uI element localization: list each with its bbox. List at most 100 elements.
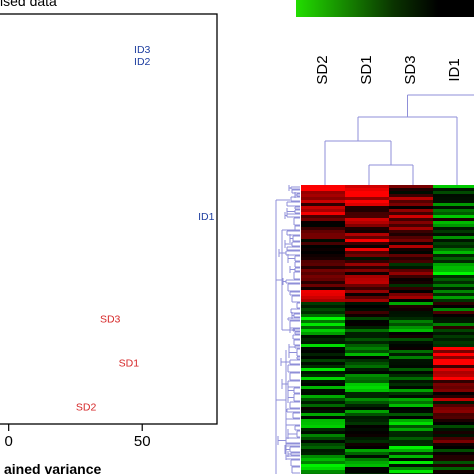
heatmap-cell bbox=[433, 236, 474, 239]
heatmap-column-label: ID1 bbox=[446, 58, 463, 81]
heatmap-column-label: SD3 bbox=[402, 55, 419, 84]
heatmap-cell bbox=[345, 461, 389, 464]
heatmap-cell bbox=[345, 410, 389, 413]
heatmap-cell bbox=[389, 233, 433, 236]
heatmap-cell bbox=[433, 344, 474, 347]
heatmap-cell bbox=[345, 200, 389, 203]
heatmap-cell bbox=[345, 380, 389, 383]
heatmap-cell bbox=[389, 350, 433, 353]
heatmap-cell bbox=[345, 209, 389, 212]
heatmap-cell bbox=[345, 458, 389, 461]
heatmap-cell bbox=[345, 302, 389, 305]
heatmap-cell bbox=[433, 218, 474, 221]
heatmap-cell bbox=[389, 194, 433, 197]
heatmap-cell bbox=[345, 230, 389, 233]
heatmap-cell bbox=[301, 197, 345, 200]
heatmap-cell bbox=[345, 434, 389, 437]
heatmap-cell bbox=[433, 191, 474, 194]
heatmap-cell bbox=[433, 308, 474, 311]
heatmap-cell bbox=[301, 404, 345, 407]
heatmap-cell bbox=[389, 452, 433, 455]
heatmap-cell bbox=[389, 230, 433, 233]
heatmap-cell bbox=[389, 323, 433, 326]
heatmap-cell bbox=[345, 347, 389, 350]
heatmap-cell bbox=[345, 437, 389, 440]
heatmap-cell bbox=[301, 290, 345, 293]
heatmap-cell bbox=[345, 386, 389, 389]
heatmap-cell bbox=[433, 398, 474, 401]
heatmap-cell bbox=[389, 407, 433, 410]
heatmap-cell bbox=[345, 329, 389, 332]
heatmap-cell bbox=[389, 311, 433, 314]
heatmap-cell bbox=[345, 323, 389, 326]
heatmap-cell bbox=[345, 332, 389, 335]
heatmap-cell bbox=[345, 218, 389, 221]
heatmap-cell bbox=[433, 203, 474, 206]
heatmap-cell bbox=[389, 425, 433, 428]
heatmap-cell bbox=[301, 302, 345, 305]
heatmap-cell bbox=[301, 362, 345, 365]
heatmap-cell bbox=[345, 308, 389, 311]
heatmap-cell bbox=[389, 203, 433, 206]
heatmap-cell bbox=[301, 335, 345, 338]
heatmap-cell bbox=[389, 317, 433, 320]
heatmap-cell bbox=[389, 248, 433, 251]
heatmap-cell bbox=[301, 266, 345, 269]
heatmap-cell bbox=[389, 449, 433, 452]
heatmap-cell bbox=[389, 455, 433, 458]
heatmap-cell bbox=[433, 329, 474, 332]
heatmap-cell bbox=[433, 197, 474, 200]
heatmap-cell bbox=[345, 335, 389, 338]
heatmap-cell bbox=[389, 227, 433, 230]
heatmap-cell bbox=[433, 383, 474, 386]
heatmap-cell bbox=[345, 356, 389, 359]
heatmap-cell bbox=[433, 362, 474, 365]
heatmap-cell bbox=[433, 314, 474, 317]
heatmap-cell bbox=[389, 254, 433, 257]
heatmap-cell bbox=[433, 257, 474, 260]
heatmap-cell bbox=[301, 455, 345, 458]
pca-x-ticks: 0 50 bbox=[5, 424, 151, 450]
heatmap-cell bbox=[433, 350, 474, 353]
heatmap-cell bbox=[301, 251, 345, 254]
heatmap-cell bbox=[301, 194, 345, 197]
heatmap-cell bbox=[345, 467, 389, 470]
pca-x-tick-label: 0 bbox=[5, 433, 13, 450]
heatmap-cell bbox=[389, 404, 433, 407]
heatmap-cell bbox=[345, 227, 389, 230]
heatmap-cell bbox=[389, 272, 433, 275]
heatmap-cell bbox=[433, 446, 474, 449]
heatmap-cell bbox=[301, 419, 345, 422]
heatmap-cell bbox=[389, 290, 433, 293]
heatmap-cell bbox=[389, 281, 433, 284]
heatmap-cell bbox=[433, 233, 474, 236]
heatmap-cell bbox=[389, 236, 433, 239]
heatmap-cell bbox=[301, 257, 345, 260]
heatmap-cell bbox=[301, 233, 345, 236]
heatmap-cell bbox=[433, 311, 474, 314]
heatmap-cell bbox=[433, 209, 474, 212]
heatmap-cell bbox=[433, 380, 474, 383]
heatmap-cell bbox=[433, 443, 474, 446]
heatmap-cell bbox=[301, 383, 345, 386]
heatmap-cell bbox=[301, 470, 345, 473]
heatmap-cell bbox=[301, 401, 345, 404]
heatmap-cell bbox=[301, 407, 345, 410]
heatmap-cell bbox=[301, 392, 345, 395]
heatmap-cell bbox=[433, 278, 474, 281]
heatmap-cell bbox=[389, 206, 433, 209]
heatmap-cell bbox=[433, 188, 474, 191]
heatmap-cell bbox=[345, 320, 389, 323]
heatmap-cell bbox=[433, 371, 474, 374]
heatmap-cell bbox=[433, 410, 474, 413]
heatmap-cell bbox=[301, 275, 345, 278]
heatmap-cell bbox=[433, 470, 474, 473]
heatmap-cell bbox=[345, 266, 389, 269]
heatmap-cell bbox=[301, 239, 345, 242]
heatmap-cell bbox=[301, 332, 345, 335]
heatmap-cell bbox=[345, 368, 389, 371]
heatmap-cell bbox=[301, 188, 345, 191]
heatmap-cell bbox=[433, 230, 474, 233]
heatmap-cell bbox=[345, 251, 389, 254]
heatmap-cell bbox=[389, 245, 433, 248]
